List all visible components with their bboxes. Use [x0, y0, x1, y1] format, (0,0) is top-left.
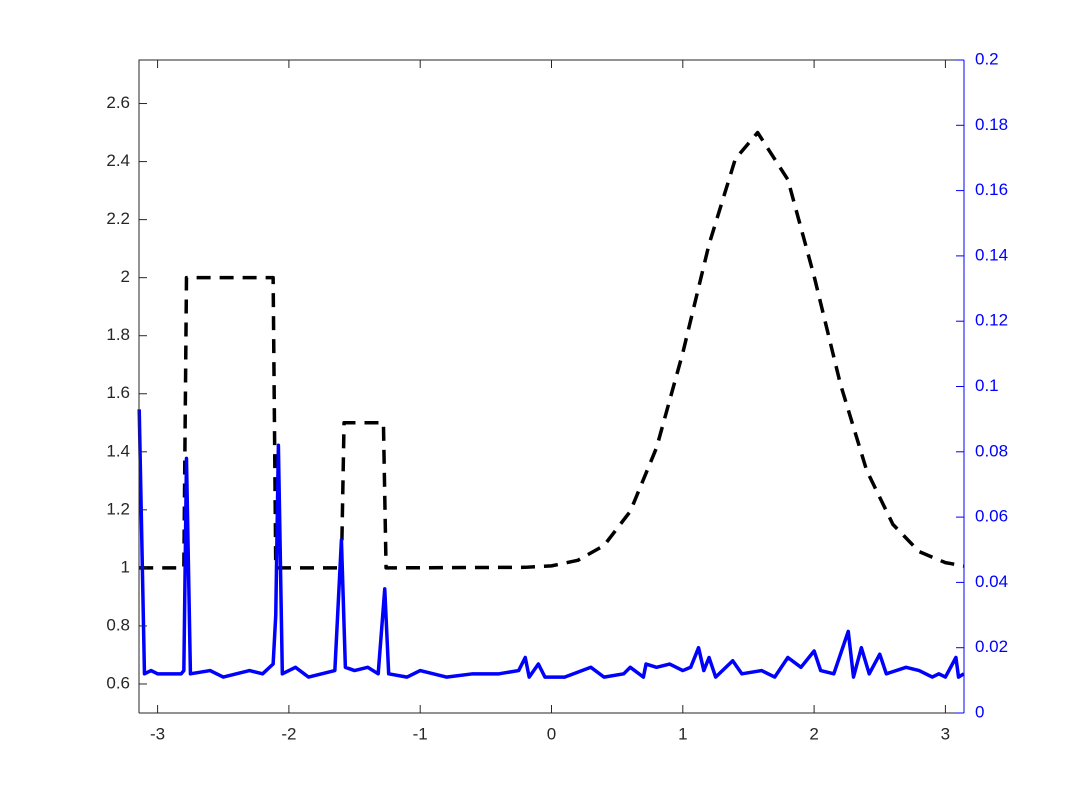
- y2-tick-label: 0.1: [975, 376, 999, 395]
- y-tick-label: 2.2: [106, 209, 130, 228]
- y-tick-label: 2.6: [106, 93, 130, 112]
- y-tick-label: 0.6: [106, 673, 130, 692]
- axes-box: [138, 59, 964, 713]
- y-tick-label: 0.8: [106, 615, 130, 634]
- data-line: [139, 130, 965, 570]
- data-line: [137, 409, 965, 679]
- x-tick-label: 1: [678, 724, 687, 743]
- y2-tick-label: 0.2: [975, 49, 999, 68]
- y2-tick-label: 0: [975, 702, 984, 721]
- y-tick-label: 2.4: [106, 151, 130, 170]
- y2-tick-label: 0.14: [975, 245, 1008, 264]
- plot-area: [139, 60, 964, 713]
- x-tick-label: 3: [941, 724, 950, 743]
- y2-tick-label: 0.04: [975, 572, 1008, 591]
- y2-tick-label: 0.16: [975, 180, 1008, 199]
- y2-tick-label: 0.08: [975, 441, 1008, 460]
- x-tick-label: -3: [150, 724, 165, 743]
- y2-tick-label: 0.18: [975, 115, 1008, 134]
- x-tick-label: -2: [281, 724, 296, 743]
- y2-tick-label: 0.12: [975, 311, 1008, 330]
- x-tick-label: -1: [413, 724, 428, 743]
- y-tick-label: 1.2: [106, 499, 130, 518]
- x-tick-label: 2: [809, 724, 818, 743]
- y-tick-label: 2: [121, 267, 130, 286]
- y-tick-label: 1.8: [106, 325, 130, 344]
- y-tick-label: 1: [121, 557, 130, 576]
- y-tick-label: 1.4: [106, 441, 130, 460]
- x-tick-label: 0: [547, 724, 556, 743]
- y2-tick-label: 0.06: [975, 507, 1008, 526]
- y2-tick-label: 0.02: [975, 637, 1008, 656]
- y-tick-label: 1.6: [106, 383, 130, 402]
